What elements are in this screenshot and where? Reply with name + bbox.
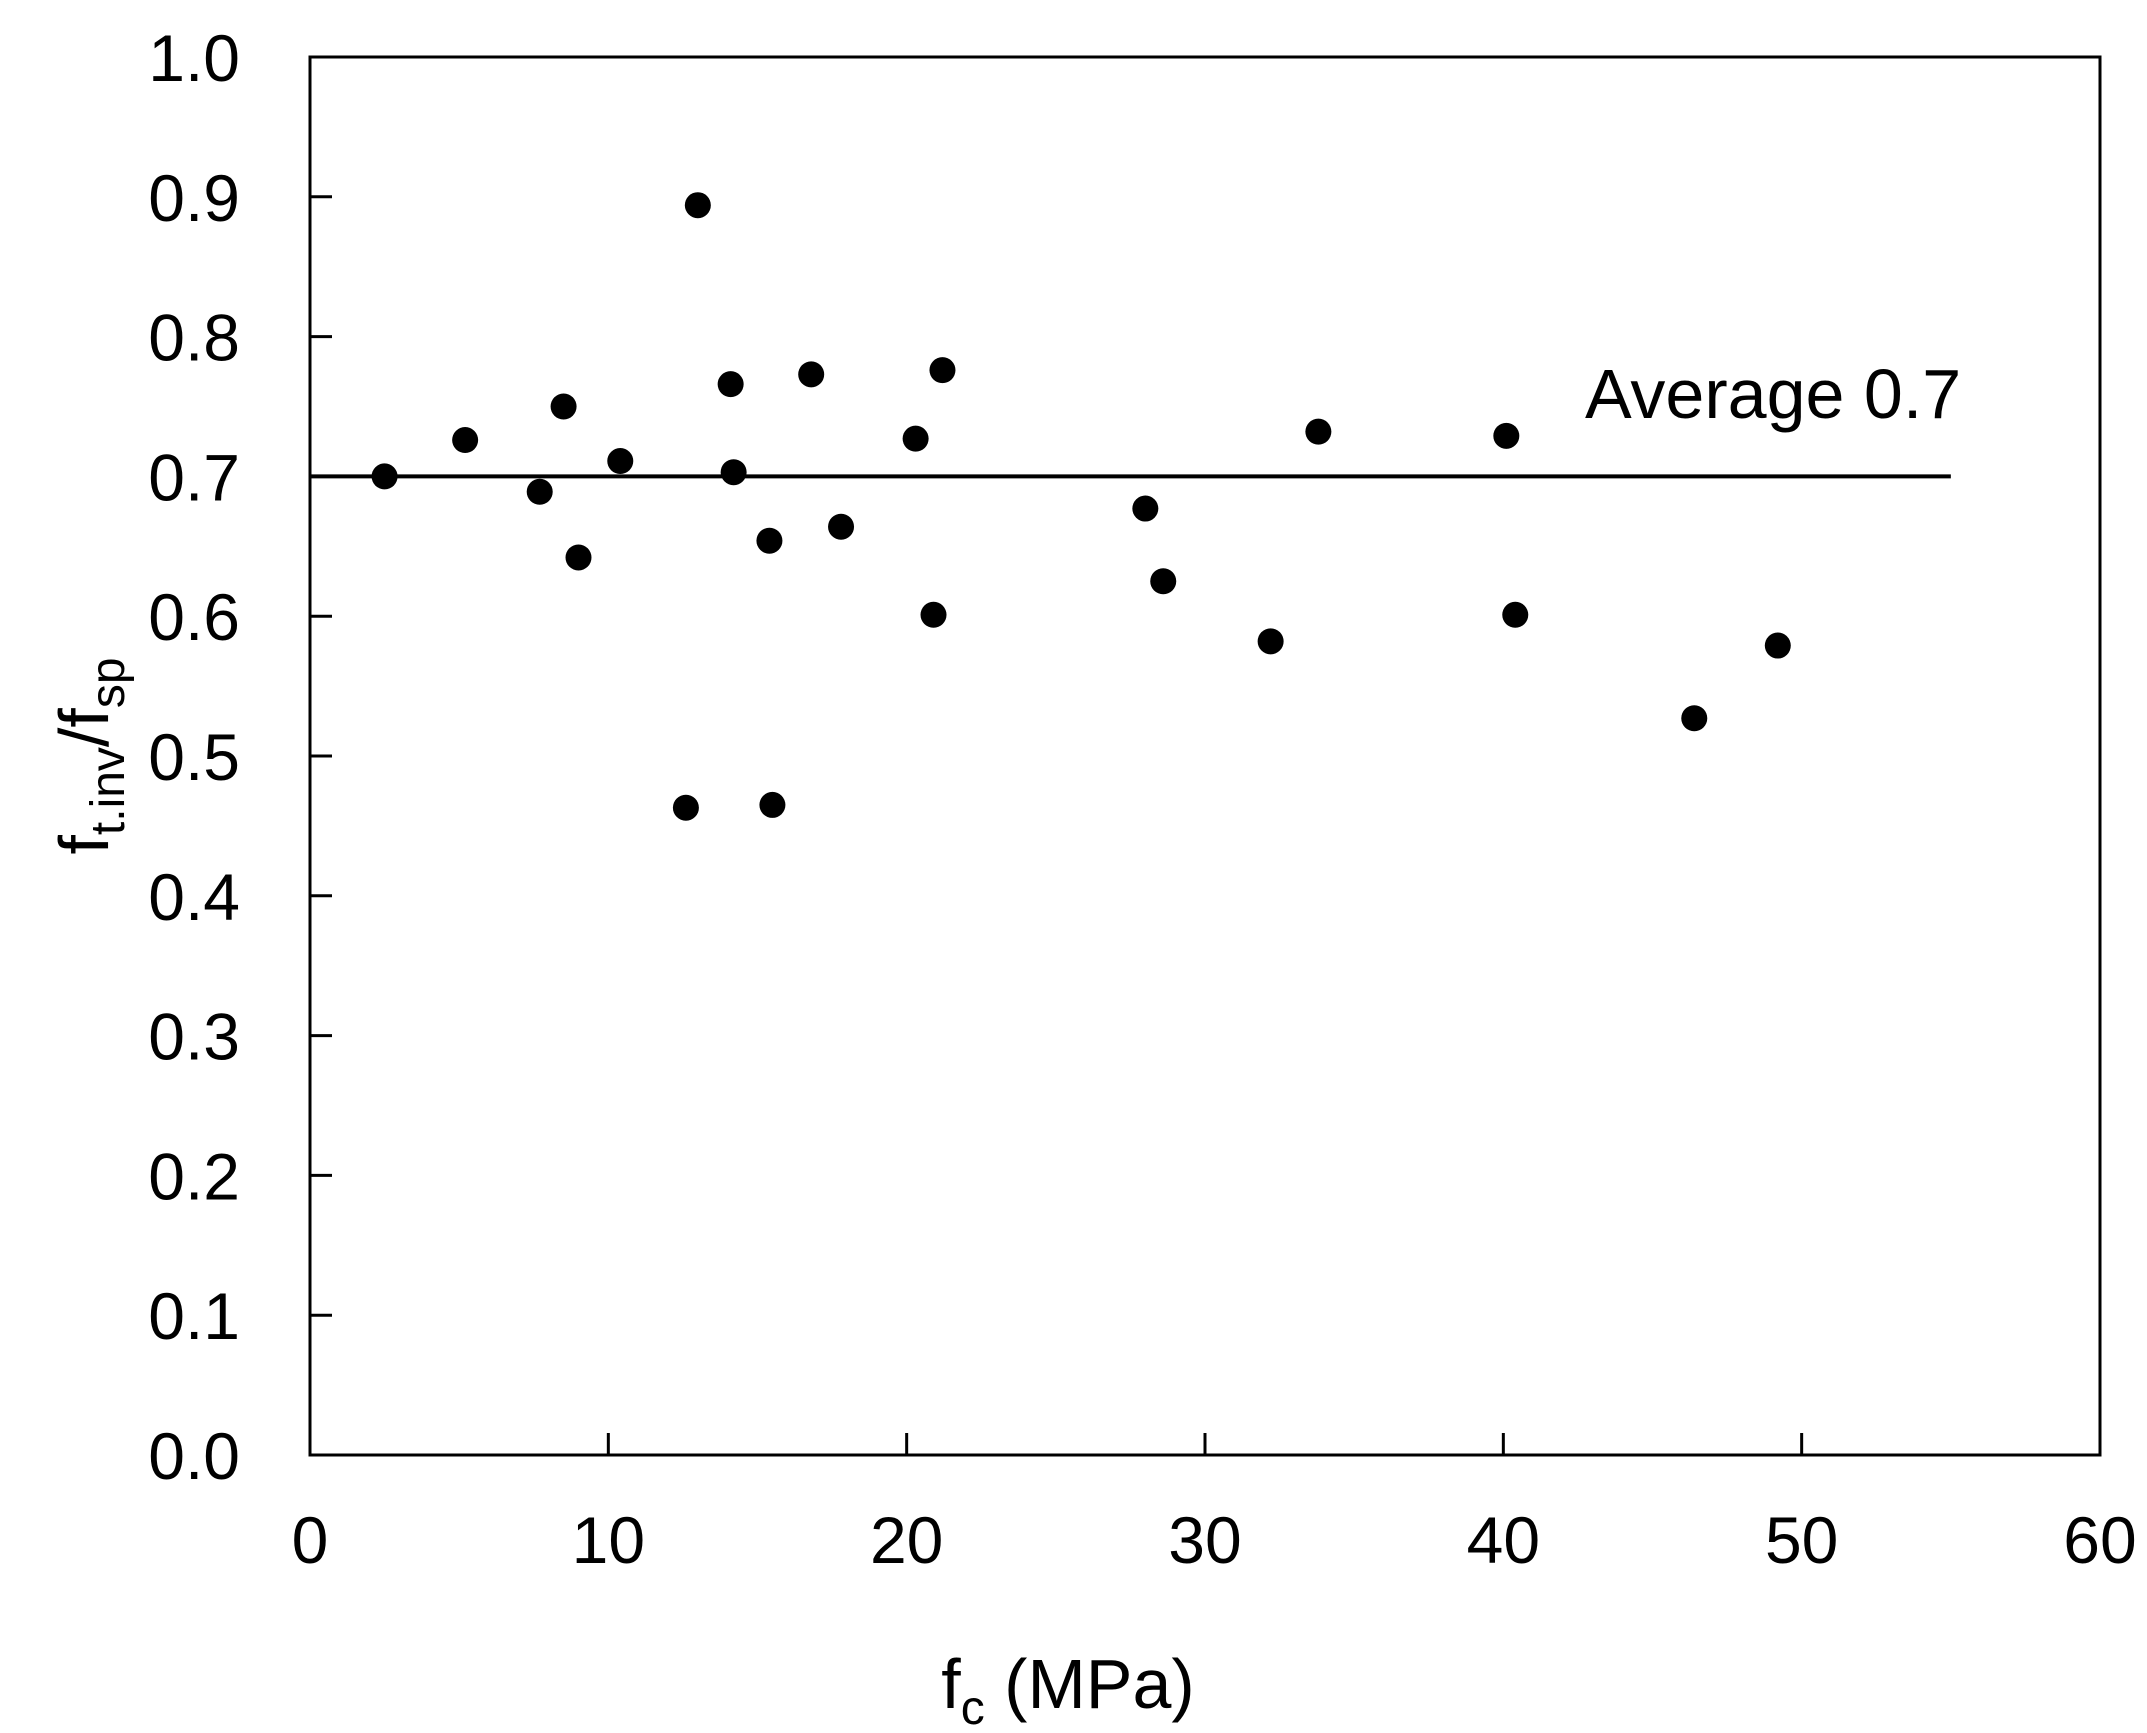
plot-area-frame [308, 55, 2102, 1457]
data-point [828, 513, 855, 540]
y-tick-label: 0.3 [148, 1000, 240, 1074]
data-point [717, 371, 744, 398]
x-tick-label: 60 [2063, 1503, 2136, 1577]
x-tick-label: 40 [1467, 1503, 1540, 1577]
x-axis-label-unit: (MPa) [985, 1645, 1195, 1723]
y-tick-label: 1.0 [148, 21, 240, 95]
y-tick-label: 0.2 [148, 1139, 240, 1213]
data-point [756, 527, 783, 554]
y-tick-label: 0.0 [148, 1419, 240, 1493]
x-axis-label: fc (MPa) [941, 1645, 1194, 1733]
data-points [371, 192, 1791, 821]
data-point [1150, 568, 1177, 595]
data-point [526, 478, 553, 505]
y-axis-label-main-1: f [45, 835, 123, 855]
y-tick-label: 0.7 [148, 440, 240, 514]
y-axis-ticks: 0.0 0.1 0.2 0.3 0.4 0.5 0.6 0.7 0.8 0.9 1.0 [148, 21, 332, 1493]
y-tick-label: 0.5 [148, 720, 240, 794]
x-tick-label: 10 [572, 1503, 645, 1577]
data-point [759, 791, 786, 818]
x-tick-label: 50 [1765, 1503, 1838, 1577]
y-tick-label: 0.9 [148, 161, 240, 235]
x-tick-label: 30 [1168, 1503, 1241, 1577]
data-point [371, 463, 398, 490]
y-axis-label-subscript-1: t.inv [82, 747, 135, 835]
data-point [1132, 495, 1159, 522]
data-point [902, 425, 929, 452]
x-tick-label: 20 [870, 1503, 943, 1577]
data-point [684, 192, 711, 219]
data-point [1257, 628, 1284, 655]
y-axis-label-slash: / [45, 727, 123, 747]
y-axis-label-main-2: f [45, 708, 123, 728]
x-tick-label: 0 [292, 1503, 329, 1577]
y-axis-label-subscript-2: sp [82, 657, 135, 708]
y-tick-label: 0.4 [148, 860, 240, 934]
y-tick-label: 0.8 [148, 301, 240, 375]
data-point [607, 448, 634, 475]
x-axis-ticks: 0 10 20 30 40 50 60 [292, 1433, 2137, 1577]
data-point [452, 427, 479, 454]
x-axis-label-main: f [941, 1645, 961, 1723]
data-point [1305, 418, 1332, 445]
data-point [1493, 422, 1520, 449]
data-point [565, 544, 592, 571]
data-point [1681, 705, 1708, 732]
data-point [720, 459, 747, 486]
y-axis-label: ft.inv/fsp [45, 657, 135, 854]
average-line-group: Average 0.7 [310, 355, 1961, 479]
data-point [920, 601, 947, 628]
data-point [672, 794, 699, 821]
data-point [550, 393, 577, 420]
data-point [1502, 601, 1529, 628]
data-point [798, 361, 825, 388]
average-line-label: Average 0.7 [1585, 355, 1961, 433]
x-axis-label-subscript: c [961, 1682, 985, 1733]
data-point [929, 357, 956, 384]
y-tick-label: 0.1 [148, 1279, 240, 1353]
data-point [1764, 632, 1791, 659]
y-tick-label: 0.6 [148, 580, 240, 654]
